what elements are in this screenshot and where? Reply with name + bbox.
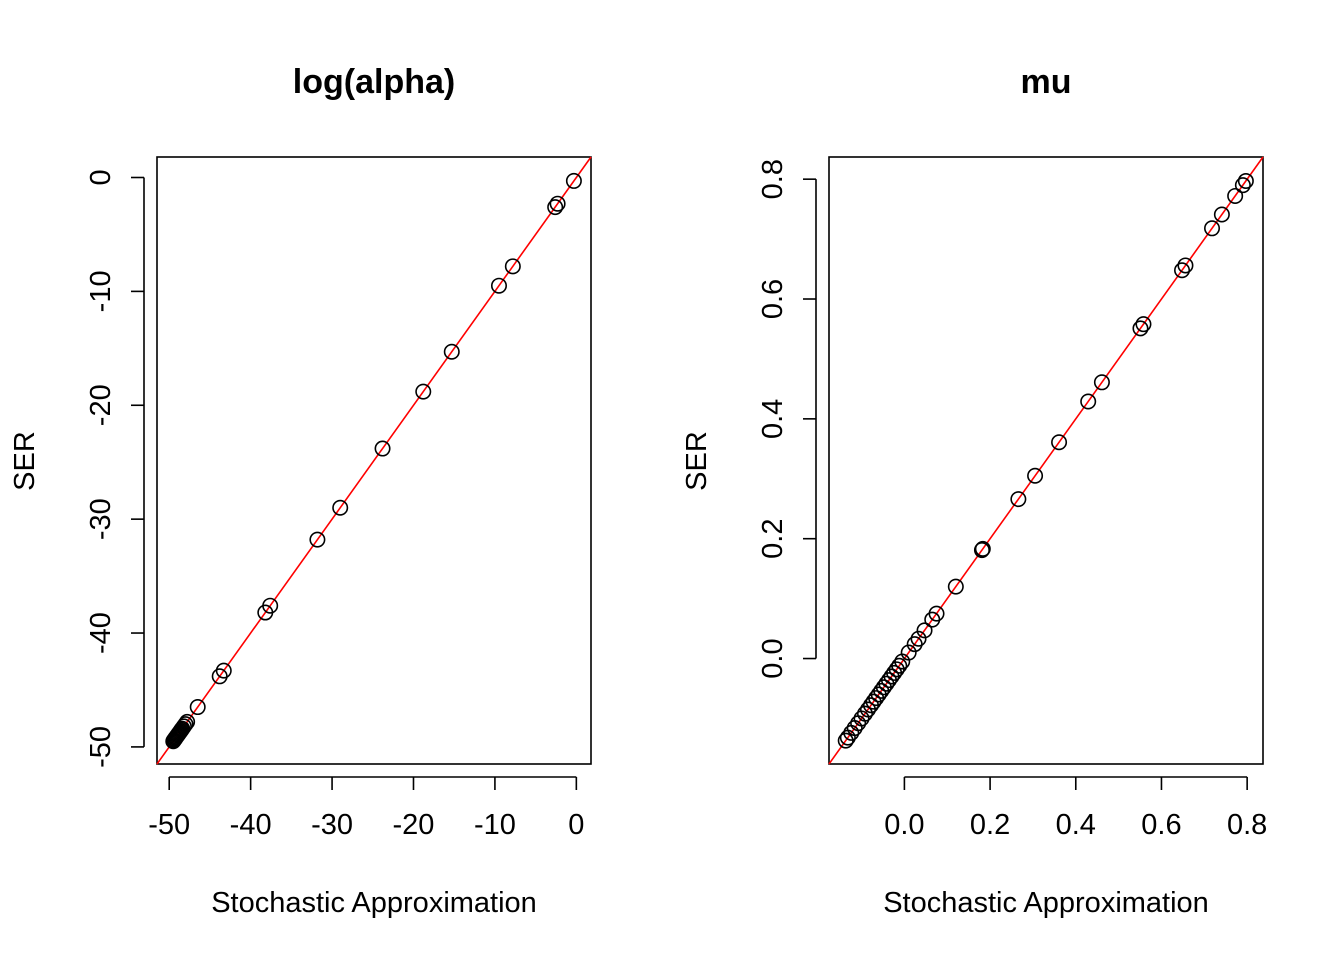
reference-line <box>156 156 592 765</box>
panel-log-alpha: log(alpha) Stochastic Approximation SER … <box>9 63 592 919</box>
data-point <box>1051 434 1068 451</box>
data-point <box>862 697 879 714</box>
data-point <box>1227 187 1244 204</box>
data-point <box>916 622 933 639</box>
y-tick-label: 0.4 <box>757 399 789 439</box>
y-tick-label: 0.2 <box>757 519 789 559</box>
y-tick-label: 0 <box>85 169 117 185</box>
chart-title: mu <box>1021 63 1072 101</box>
data-point <box>309 531 326 548</box>
x-tick-label: 0.8 <box>1227 809 1267 841</box>
y-tick-label: -30 <box>85 498 117 540</box>
data-point <box>839 729 856 746</box>
x-tick-label: -10 <box>474 809 516 841</box>
y-axis-label: SER <box>9 431 41 491</box>
reference-line <box>828 156 1264 765</box>
x-tick-label: 0.2 <box>970 809 1010 841</box>
y-tick-label: 0.0 <box>757 638 789 678</box>
data-point <box>924 611 941 628</box>
y-axis-label: SER <box>681 431 713 491</box>
plot-frame <box>828 156 1264 765</box>
y-tick-label: -40 <box>85 612 117 654</box>
data-point <box>1237 172 1254 189</box>
data-point <box>549 195 566 212</box>
data-point <box>1027 467 1044 484</box>
data-point <box>211 668 228 685</box>
data-point <box>332 499 349 516</box>
y-tick-label: 0.8 <box>757 159 789 199</box>
x-tick-label: -50 <box>148 809 190 841</box>
x-tick-label: 0 <box>568 809 584 841</box>
data-point <box>504 258 521 275</box>
panel-mu: mu Stochastic Approximation SER 0.0 0.2 0.… <box>681 63 1267 919</box>
data-point <box>1177 257 1194 274</box>
data-point <box>415 383 432 400</box>
data-point <box>1080 393 1097 410</box>
data-point <box>910 630 927 647</box>
data-point <box>443 343 460 360</box>
data-point <box>547 199 564 216</box>
data-point <box>1174 262 1191 279</box>
y-tick-label: -10 <box>85 270 117 312</box>
data-point <box>374 440 391 457</box>
y-tick-label: 0.6 <box>757 279 789 319</box>
y-tick-label: -50 <box>85 726 117 768</box>
data-point <box>189 699 206 716</box>
data-point <box>490 277 507 294</box>
data-point <box>973 542 990 559</box>
x-axis-label: Stochastic Approximation <box>883 887 1209 919</box>
x-tick-label: -40 <box>230 809 272 841</box>
y-tick-label: -20 <box>85 384 117 426</box>
data-point <box>1204 220 1221 237</box>
x-tick-label: -30 <box>311 809 353 841</box>
chart-title: log(alpha) <box>293 63 455 101</box>
x-tick-label: 0.6 <box>1141 809 1181 841</box>
data-point <box>165 733 182 750</box>
data-point <box>257 604 274 621</box>
x-tick-label: 0.4 <box>1056 809 1096 841</box>
plot-frame <box>156 156 592 765</box>
data-point <box>1010 491 1027 508</box>
data-point <box>1093 374 1110 391</box>
data-point <box>947 578 964 595</box>
data-point <box>1135 316 1152 333</box>
data-point <box>837 732 854 749</box>
data-point <box>906 636 923 653</box>
x-tick-label: 0.0 <box>884 809 924 841</box>
data-point <box>565 172 582 189</box>
x-axis-label: Stochastic Approximation <box>211 887 537 919</box>
data-point <box>1213 206 1230 223</box>
x-tick-label: -20 <box>393 809 435 841</box>
data-point <box>1132 320 1149 337</box>
data-point <box>1234 177 1251 194</box>
